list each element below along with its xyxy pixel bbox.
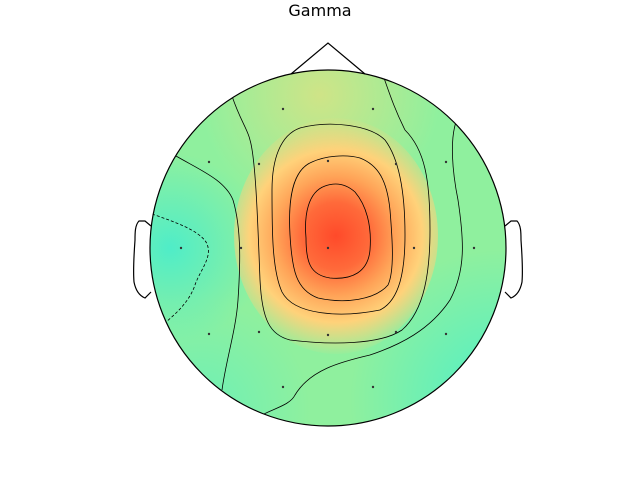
contour-line xyxy=(305,183,371,279)
sensor-marker xyxy=(207,332,211,336)
sensor-marker xyxy=(257,330,261,334)
contour-line xyxy=(231,77,431,344)
sensor-marker xyxy=(472,246,476,250)
sensor-marker xyxy=(371,107,375,111)
sensor-marker xyxy=(326,159,330,163)
contour-line xyxy=(271,123,406,315)
sensor-marker xyxy=(281,107,285,111)
sensor-marker xyxy=(371,385,375,389)
sensor-marker xyxy=(326,246,330,250)
sensor-marker xyxy=(444,160,448,164)
sensor-marker xyxy=(281,385,285,389)
page-title: Gamma xyxy=(288,1,352,20)
contour-line xyxy=(289,155,393,302)
sensor-markers xyxy=(179,107,476,389)
head-outline-icon xyxy=(149,69,507,427)
sensor-marker xyxy=(394,330,398,334)
contour-line xyxy=(175,155,241,391)
sensor-marker xyxy=(207,160,211,164)
topography-field xyxy=(150,70,506,426)
sensor-marker xyxy=(394,162,398,166)
sensor-marker xyxy=(179,246,183,250)
contour-line-dashed xyxy=(151,213,209,323)
ear-icon xyxy=(504,220,524,299)
sensor-marker xyxy=(444,332,448,336)
ear-icon xyxy=(132,220,152,299)
sensor-marker xyxy=(239,246,243,250)
sensor-marker xyxy=(326,333,330,337)
sensor-marker xyxy=(412,246,416,250)
nose-icon xyxy=(290,42,366,75)
contour-lines xyxy=(151,77,463,416)
contour-line xyxy=(261,121,463,416)
sensor-marker xyxy=(257,162,261,166)
